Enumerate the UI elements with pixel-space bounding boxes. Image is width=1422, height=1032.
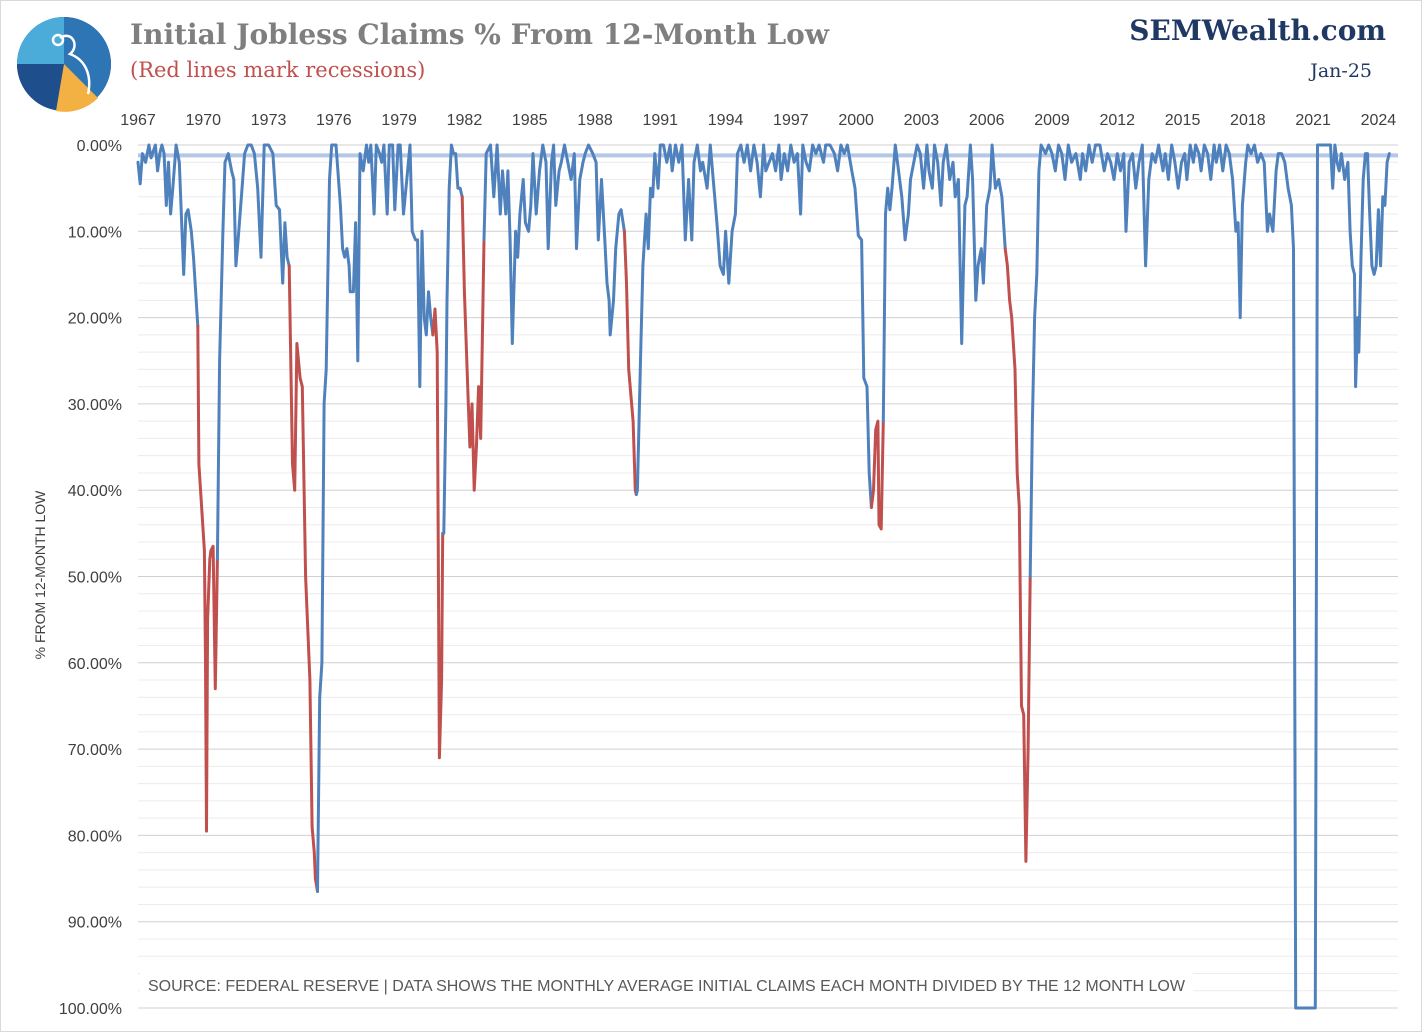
brand-logo-icon: [17, 17, 111, 112]
x-tick-label: 1973: [251, 112, 287, 129]
x-tick-label: 1997: [773, 112, 809, 129]
x-tick-label: 2006: [969, 112, 1005, 129]
x-tick-label: 1970: [185, 112, 221, 129]
date-label: Jan-25: [1310, 60, 1372, 82]
y-tick-label: 70.00%: [68, 742, 122, 759]
recession-line-segment: [460, 195, 486, 492]
chart-title: Initial Jobless Claims % From 12-Month L…: [130, 18, 829, 51]
x-tick-label: 2000: [838, 112, 874, 129]
x-tick-label: 1985: [512, 112, 548, 129]
y-tick-label: 90.00%: [68, 915, 122, 932]
x-tick-label: 1967: [120, 112, 156, 129]
y-tick-label: 0.00%: [77, 138, 122, 155]
x-tick-label: 1982: [447, 112, 483, 129]
y-tick-label: 40.00%: [68, 483, 122, 500]
x-tick-label: 2015: [1165, 112, 1201, 129]
series-line-segment: [1028, 143, 1391, 1010]
x-tick-label: 2012: [1099, 112, 1135, 129]
x-tick-label: 1994: [708, 112, 744, 129]
recession-line-segment: [196, 324, 219, 833]
x-tick-label: 1979: [381, 112, 417, 129]
x-tick-label: 2024: [1361, 112, 1397, 129]
y-tick-label: 10.00%: [68, 224, 122, 241]
y-tick-label: 100.00%: [59, 1001, 122, 1018]
recession-line-segment: [622, 229, 638, 496]
source-note: SOURCE: FEDERAL RESERVE | DATA SHOWS THE…: [140, 972, 1193, 1002]
recession-line-segment: [287, 264, 319, 893]
x-tick-label: 2009: [1034, 112, 1070, 129]
recession-line-segment: [1003, 247, 1032, 863]
series-line-segment: [482, 143, 626, 345]
series-line-segment: [441, 143, 464, 535]
series-line-segment: [634, 143, 873, 509]
series-line-segment: [316, 143, 435, 893]
series-line-segment: [215, 143, 291, 561]
series-line-segment: [136, 143, 200, 328]
x-tick-labels: 1967 1970 1973 1976 1979 1982 1985 1988 1991 1994…: [120, 112, 1396, 129]
y-tick-label: 20.00%: [68, 311, 122, 328]
brand-name: SEMWealth.com: [1129, 14, 1386, 47]
series-line-segment: [881, 143, 1007, 423]
x-tick-label: 1976: [316, 112, 352, 129]
y-tick-label: 30.00%: [68, 397, 122, 414]
y-tick-label: 80.00%: [68, 828, 122, 845]
y-tick-label: 60.00%: [68, 656, 122, 673]
chart-subtitle: (Red lines mark recessions): [130, 58, 426, 82]
recession-line-segment: [431, 307, 445, 760]
x-tick-label: 2018: [1230, 112, 1266, 129]
x-tick-label: 1988: [577, 112, 613, 129]
recession-line-segment: [869, 419, 885, 531]
y-tick-labels: 0.00% 10.00% 20.00% 30.00% 40.00% 50.00% 60.00…: [59, 138, 122, 1018]
series-group: [136, 143, 1391, 1010]
y-tick-label: 50.00%: [68, 570, 122, 587]
x-tick-label: 2003: [904, 112, 940, 129]
x-tick-label: 2021: [1295, 112, 1331, 129]
x-tick-label: 1991: [642, 112, 678, 129]
